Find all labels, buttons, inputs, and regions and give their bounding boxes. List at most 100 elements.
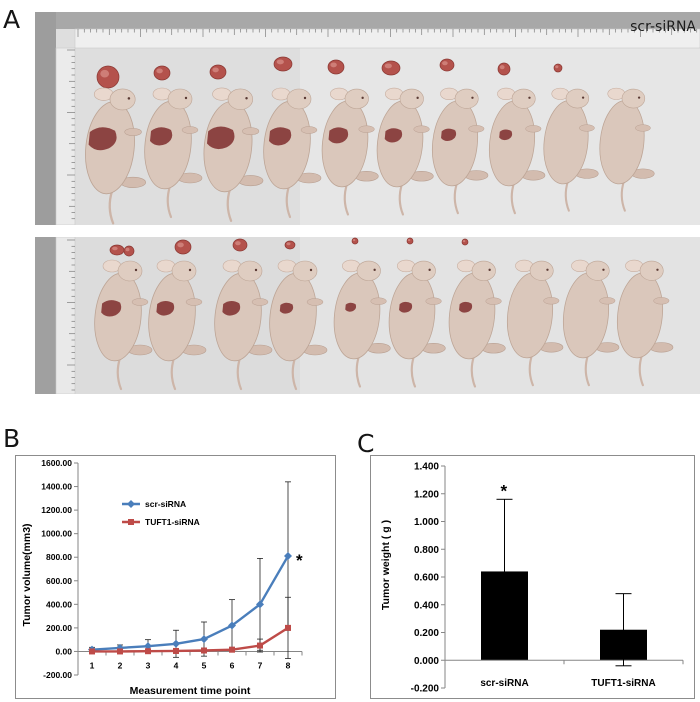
mouse-tail — [108, 189, 115, 225]
y-tick-label: 0.600 — [414, 573, 439, 584]
mouse-eye — [303, 96, 307, 100]
ruler-vertical — [55, 237, 76, 394]
data-point-series-1 — [89, 648, 95, 655]
mouse-eye — [188, 268, 192, 272]
data-point-series-1 — [285, 624, 291, 631]
mouse — [203, 87, 264, 222]
mouse-tail — [170, 356, 177, 391]
mouse-tail — [343, 183, 350, 216]
data-point-series-1 — [229, 646, 235, 653]
tumor-site — [399, 301, 413, 313]
tumor-site — [156, 300, 175, 316]
mouse — [488, 87, 546, 215]
mouse — [506, 259, 564, 387]
y-tick-label: 1200.00 — [41, 505, 72, 515]
mouse-eye — [488, 268, 491, 272]
tumor — [406, 237, 414, 245]
y-tick-label: 0.000 — [414, 656, 439, 667]
y-tick-label: 0.200 — [414, 628, 439, 639]
mouse-head — [399, 88, 424, 109]
mouse-tail — [166, 184, 173, 219]
data-point-series-0 — [228, 621, 236, 630]
tumor-site — [384, 128, 403, 143]
x-tick-label: 7 — [258, 660, 263, 670]
y-tick-label: 0.800 — [414, 545, 439, 556]
tumor-site — [328, 127, 349, 144]
legend-swatch-marker — [127, 500, 135, 508]
legend-label: scr-siRNA — [145, 499, 186, 509]
mouse-eye — [184, 96, 188, 100]
legend-label: TUFT1-siRNA — [145, 517, 200, 527]
y-tick-label: 800.00 — [46, 552, 72, 562]
y-tick-label: -0.200 — [411, 684, 440, 695]
mouse — [376, 87, 434, 216]
x-tick-label: 1 — [90, 660, 95, 670]
x-tick-label: 4 — [174, 660, 179, 670]
mouse-tail — [236, 356, 243, 391]
mouse-tail — [398, 183, 405, 216]
mice-top-row — [85, 87, 655, 225]
significance-asterisk: * — [296, 551, 303, 570]
tumor-site-wound — [156, 300, 175, 316]
tumor-highlight — [330, 62, 337, 68]
mouse-eye — [637, 96, 641, 99]
mouse — [543, 87, 599, 212]
mouse — [94, 259, 153, 391]
tumor — [461, 238, 469, 246]
mouse-tail — [355, 355, 362, 388]
mouse-eye — [428, 268, 431, 272]
mouse-front-paw — [358, 125, 375, 133]
mouse-eye — [602, 268, 605, 271]
ruler-vertical — [55, 47, 76, 225]
mouse-head — [585, 260, 610, 281]
mouse-head — [639, 260, 664, 281]
mouse-front-paw — [485, 297, 502, 305]
mouse-front-paw — [413, 125, 430, 133]
x-tick-label: 3 — [146, 660, 151, 670]
data-point-series-0 — [284, 552, 292, 561]
photo-left-strip — [35, 12, 56, 225]
mouse-eye — [546, 268, 549, 271]
mouse — [616, 259, 674, 387]
tumor — [553, 63, 563, 73]
mouse-head — [292, 260, 318, 282]
legend-item-0: scr-siRNA — [122, 499, 186, 509]
mouse-front-paw — [300, 126, 318, 134]
tumor-site-wound — [222, 300, 241, 316]
mouse — [85, 87, 147, 225]
tumor-site-wound — [441, 128, 457, 142]
y-axis-title: Tumor weight ( g ) — [380, 520, 392, 610]
tumor-highlight — [125, 247, 130, 252]
mouse-eye — [471, 96, 474, 99]
tumor-site — [88, 127, 117, 151]
mouse-eye — [127, 97, 131, 100]
tumor-highlight — [100, 69, 110, 78]
tumor — [273, 56, 293, 72]
tumor-site-wound — [206, 126, 235, 150]
tumor — [123, 245, 135, 257]
tumor-site-wound — [88, 127, 117, 151]
tumor-highlight — [286, 242, 291, 246]
tumor-highlight — [235, 241, 241, 246]
tumor — [96, 65, 120, 89]
mouse-front-paw — [468, 125, 485, 133]
chart-border — [370, 455, 695, 699]
mouse-head — [167, 88, 193, 110]
data-point-series-1 — [145, 648, 151, 655]
x-tick-label: TUFT1-siRNA — [591, 678, 655, 689]
tumor-site-wound — [328, 127, 349, 144]
x-tick-label: 5 — [202, 660, 207, 670]
mouse-eye — [245, 97, 248, 100]
y-tick-label: 400.00 — [46, 599, 72, 609]
tumor-highlight — [499, 65, 505, 70]
mouse-head — [109, 88, 136, 111]
panel-label-a: A — [3, 5, 20, 34]
mouse-head — [117, 260, 143, 282]
tumor-site-wound — [459, 301, 473, 313]
mouse-eye — [656, 268, 659, 271]
excised-tumors-top-row — [96, 56, 563, 89]
mouse-head — [411, 260, 436, 281]
mice-bottom-row — [94, 259, 674, 391]
mouse — [148, 259, 207, 391]
